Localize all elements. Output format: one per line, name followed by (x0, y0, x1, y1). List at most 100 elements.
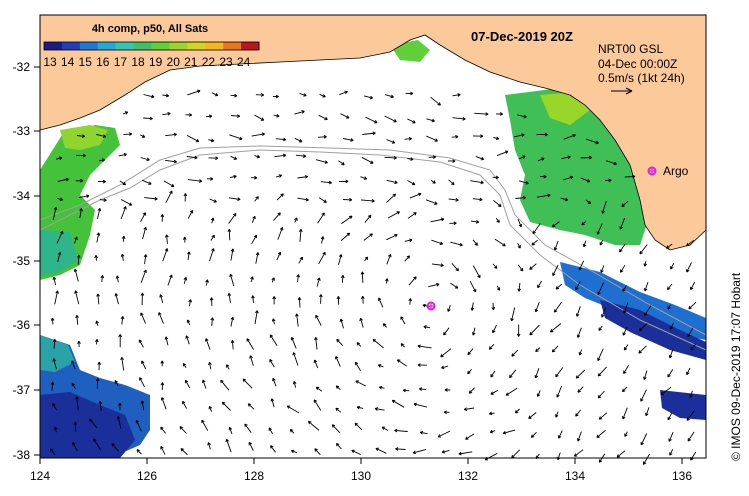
lat-tick: -38 (13, 448, 40, 462)
current-arrow (354, 361, 361, 372)
current-arrow (71, 360, 76, 370)
current-arrow (623, 344, 629, 351)
current-arrow (255, 93, 265, 97)
current-arrow (227, 292, 232, 303)
current-arrow (250, 276, 254, 283)
current-arrow (687, 327, 694, 338)
current-arrow (475, 155, 485, 161)
current-arrow (120, 316, 125, 325)
current-arrow (205, 338, 211, 350)
current-arrow (443, 410, 450, 415)
current-arrow (666, 283, 673, 291)
current-arrow (50, 381, 55, 391)
current-arrow (118, 334, 122, 348)
current-arrow (140, 400, 145, 411)
current-arrow (228, 426, 233, 434)
current-arrow (250, 175, 258, 180)
current-arrow (450, 282, 459, 289)
current-arrow (402, 388, 410, 393)
current-arrow (535, 347, 541, 353)
current-arrow (623, 364, 629, 374)
lon-tick: 128 (244, 458, 264, 483)
current-arrow (555, 411, 559, 418)
current-arrow (52, 358, 57, 370)
colorbar-tick-label: 13 (43, 55, 57, 69)
current-arrow (315, 386, 323, 392)
current-arrow (689, 390, 693, 398)
current-arrow (272, 94, 279, 99)
current-arrow (419, 430, 428, 435)
current-arrow (254, 196, 259, 202)
current-arrow (469, 280, 477, 293)
lon-tick-label: 132 (458, 469, 478, 483)
current-arrow (89, 418, 98, 429)
current-arrow (162, 111, 171, 116)
current-arrow (598, 412, 608, 420)
colorbar-tick-label: 18 (131, 55, 145, 69)
current-arrow (599, 239, 604, 246)
colorbar-ticks: 13 14 15 16 17 18 19 20 21 22 23 24 (43, 55, 250, 69)
current-arrow (118, 152, 127, 157)
current-arrow (451, 134, 459, 139)
current-arrow (428, 155, 437, 159)
current-arrow (98, 400, 103, 412)
current-arrow (297, 175, 309, 179)
colorbar-tick-label: 21 (184, 55, 198, 69)
current-arrow (271, 277, 275, 283)
current-arrow (97, 361, 102, 371)
argo-label: Argo (663, 164, 689, 178)
current-arrow (187, 89, 201, 96)
current-arrow (472, 197, 483, 202)
current-arrow (360, 176, 368, 180)
current-vectors (49, 89, 697, 465)
current-arrow (407, 157, 414, 161)
current-arrow (140, 269, 147, 283)
current-arrow (273, 114, 280, 118)
current-arrow (52, 206, 58, 221)
current-arrow (56, 230, 64, 244)
current-arrow (553, 301, 562, 313)
sst-patch-southwest-cold (40, 392, 135, 458)
current-arrow (269, 334, 278, 346)
current-arrow (75, 153, 86, 158)
current-arrow (164, 234, 169, 244)
current-arrow (444, 388, 451, 392)
current-arrow (315, 159, 328, 164)
current-arrow (381, 426, 389, 431)
current-arrow (52, 403, 58, 411)
current-arrow (474, 112, 489, 116)
current-arrow (643, 281, 649, 292)
current-arrow (470, 180, 484, 185)
current-arrow (270, 398, 275, 408)
current-arrow (230, 339, 235, 350)
current-arrow (210, 317, 215, 326)
argo-float-coastal[interactable] (647, 166, 657, 176)
current-arrow (580, 177, 591, 183)
current-arrow (417, 344, 432, 349)
argo-float-offshore[interactable] (426, 301, 436, 311)
colorbar-tick-label: 22 (202, 55, 216, 69)
current-arrow (597, 366, 607, 377)
current-arrow (452, 117, 466, 121)
current-arrow (75, 314, 79, 325)
current-arrow (294, 137, 303, 143)
current-arrow (660, 386, 672, 396)
current-arrow (468, 387, 475, 394)
latitude-axis: -32 -33 -34 -35 -36 -37 -38 (13, 60, 40, 462)
colorbar-title: 4h comp, p50, All Sats (92, 23, 208, 35)
current-arrow (248, 441, 254, 451)
current-arrow (643, 370, 648, 380)
current-arrow (686, 410, 695, 421)
current-arrow (294, 217, 298, 223)
colorbar-tick-label: 16 (96, 55, 110, 69)
current-arrow (452, 93, 461, 97)
current-arrow (492, 175, 499, 180)
current-arrow (552, 264, 559, 276)
product-info: NRT00 GSL 04-Dec 00:00Z 0.5m/s (1kt 24h) (598, 42, 685, 95)
current-arrow (382, 323, 387, 328)
current-arrow (158, 312, 164, 324)
longitude-axis: 124 126 128 130 132 134 136 (30, 458, 692, 483)
current-arrow (209, 248, 215, 262)
current-arrow (492, 324, 497, 334)
current-arrow (228, 213, 237, 224)
